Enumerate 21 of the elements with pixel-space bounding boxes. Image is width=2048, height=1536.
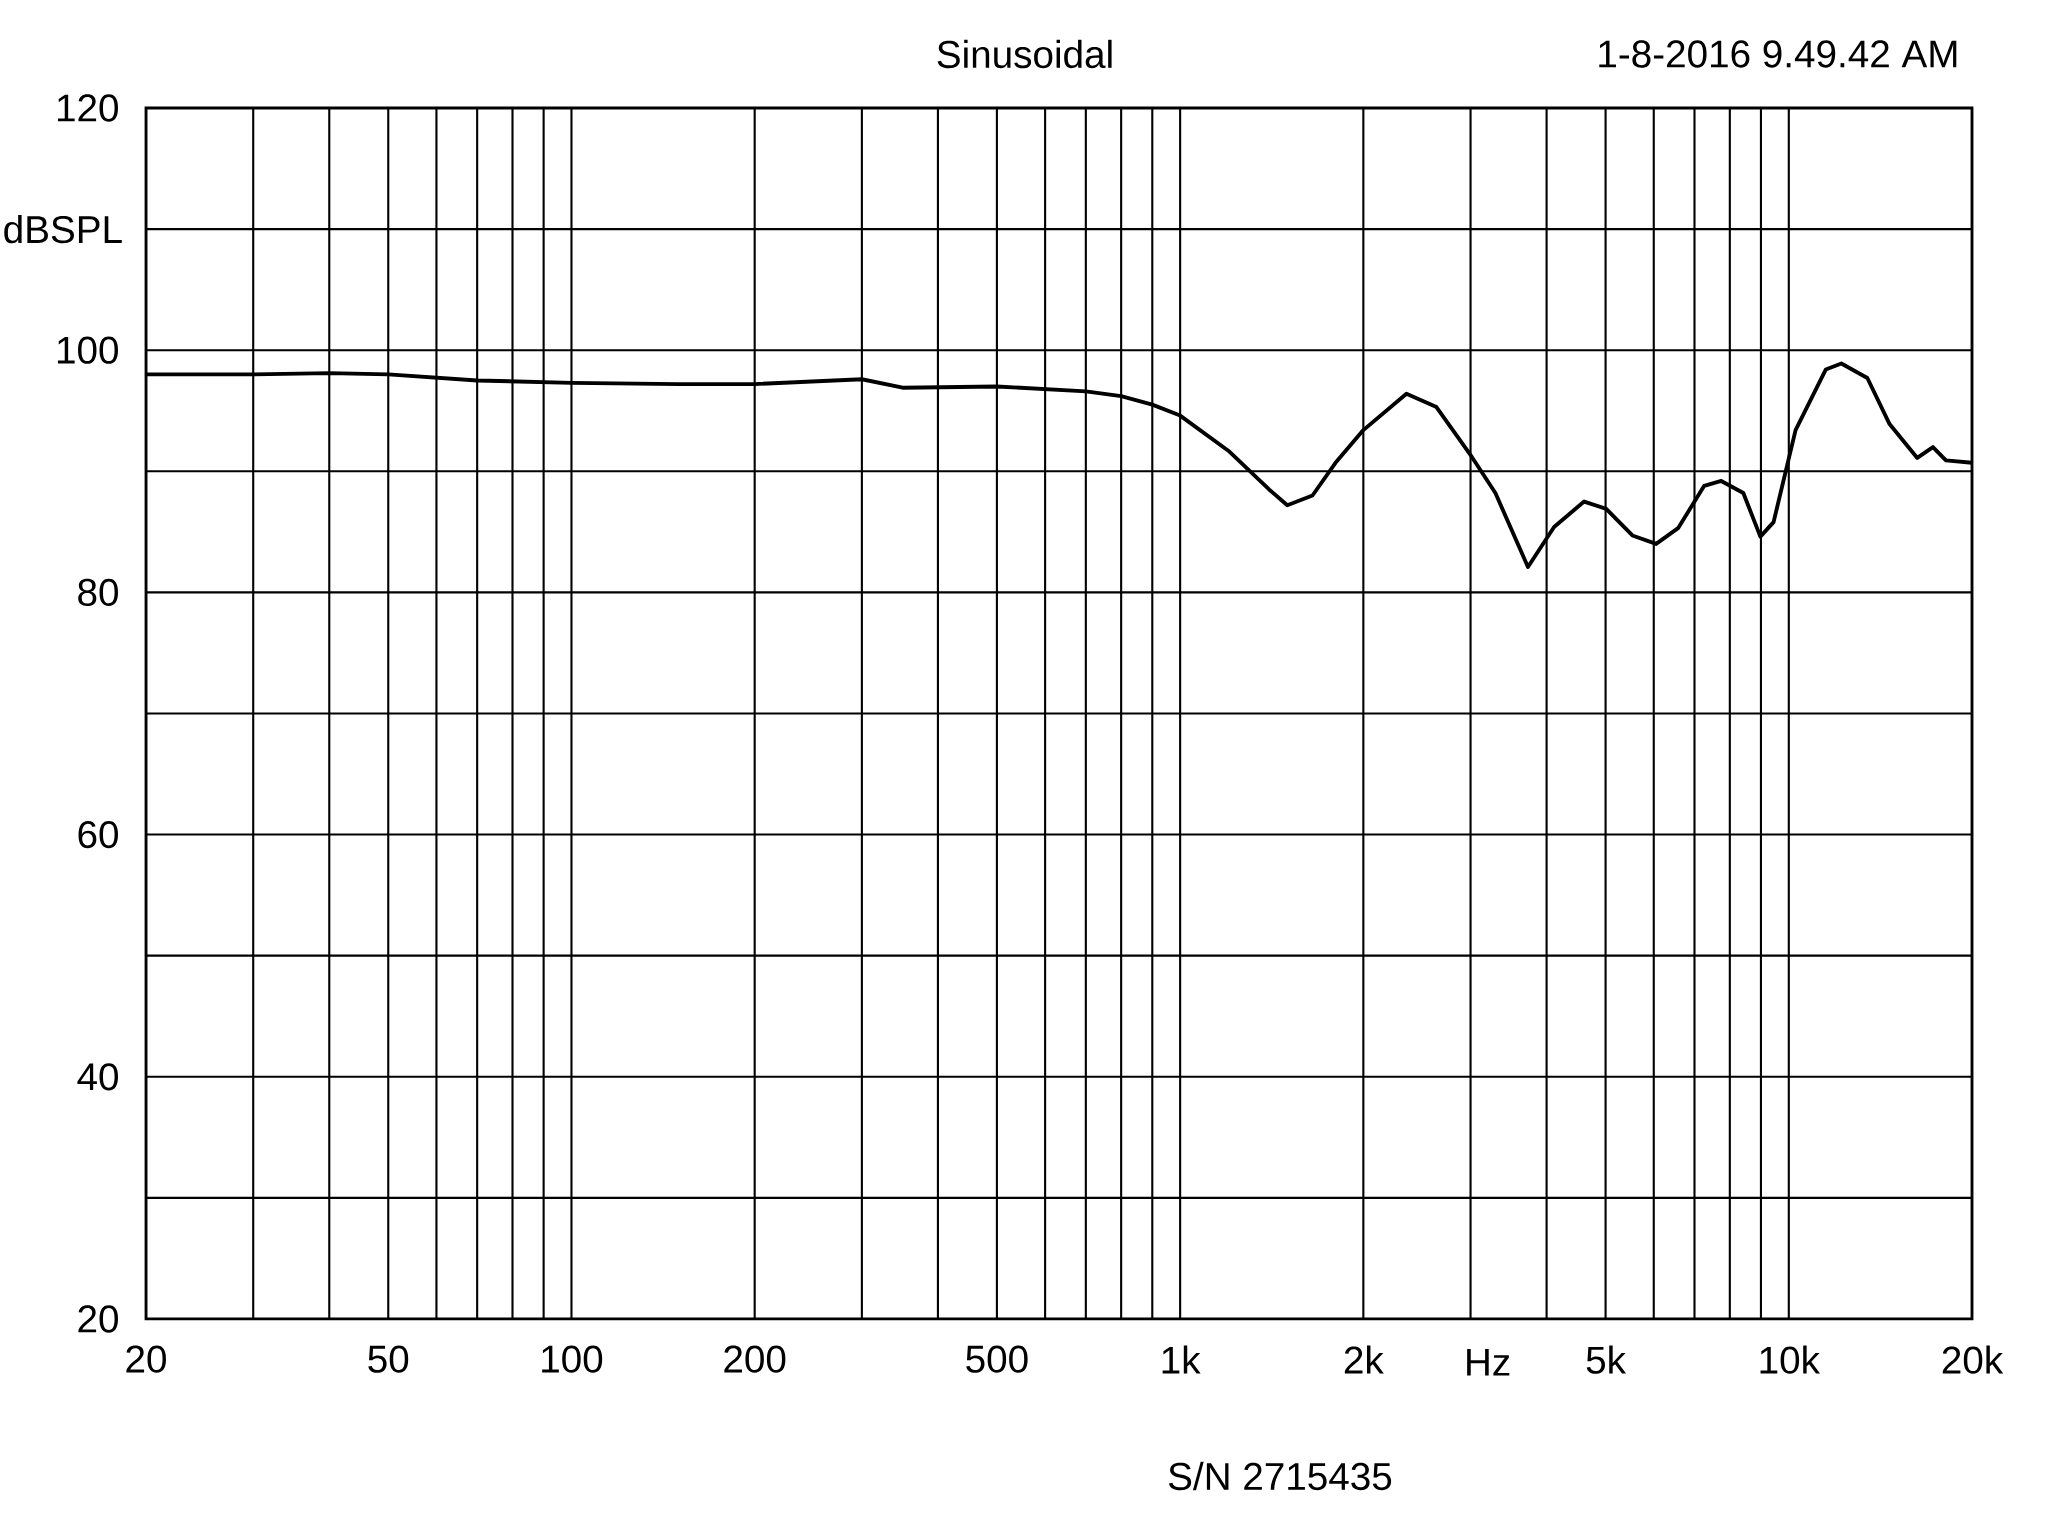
x-tick-label: 100 bbox=[542, 1345, 603, 1373]
y-tick-label: 20 bbox=[78, 1305, 118, 1333]
x-tick-label: 20k bbox=[1942, 1345, 2004, 1374]
x-axis-title: Hz bbox=[1467, 1349, 1510, 1376]
x-tick-label: 2k bbox=[1344, 1345, 1384, 1374]
x-tick-label: 10k bbox=[1760, 1345, 1821, 1374]
y-tick-label: 120 bbox=[57, 94, 118, 122]
x-tick-label: 500 bbox=[966, 1345, 1028, 1373]
x-tick-label: 200 bbox=[724, 1345, 786, 1373]
x-tick-label: 50 bbox=[368, 1345, 409, 1373]
x-tick-label: 5k bbox=[1586, 1345, 1627, 1374]
y-tick-label: 100 bbox=[57, 336, 118, 364]
text: S/N 2715435 bbox=[1168, 1461, 1392, 1491]
y-tick-label: 40 bbox=[77, 1063, 118, 1091]
y-tick-label: 80 bbox=[78, 578, 118, 607]
x-tick-label: 20 bbox=[126, 1345, 166, 1373]
chart-title: Sinusoidal bbox=[937, 39, 1112, 69]
text: 1-8-2016 9.49.42 AM bbox=[1599, 40, 1957, 68]
y-axis-title: dBSPL bbox=[4, 214, 122, 244]
x-tick-label: 1k bbox=[1162, 1345, 1201, 1374]
y-tick-label: 60 bbox=[78, 820, 118, 849]
